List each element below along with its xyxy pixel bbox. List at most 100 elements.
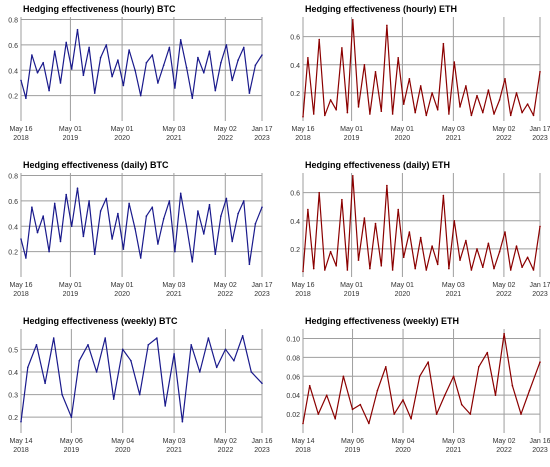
x-tick-year-label: 2020 xyxy=(115,447,131,454)
data-point xyxy=(380,265,383,267)
data-point xyxy=(539,225,541,228)
data-point xyxy=(139,257,142,259)
x-tick-year-label: 2019 xyxy=(64,447,80,454)
x-tick-label: May 02 xyxy=(214,126,237,133)
data-point xyxy=(99,210,102,212)
data-point xyxy=(391,113,394,115)
data-point xyxy=(70,416,73,419)
data-point xyxy=(151,54,154,56)
data-point xyxy=(391,269,394,271)
data-point xyxy=(48,89,50,92)
data-point xyxy=(341,47,343,49)
x-tick-year-label: 2020 xyxy=(395,291,411,298)
data-point xyxy=(53,202,56,205)
x-tick-year-label: 2019 xyxy=(63,291,79,298)
x-tick-year-label: 2022 xyxy=(218,447,234,454)
x-tick-label: May 14 xyxy=(292,438,315,445)
data-point xyxy=(460,403,463,406)
x-tick-year-label: 2020 xyxy=(395,135,411,142)
data-point xyxy=(418,375,421,378)
data-point xyxy=(231,79,233,82)
data-point xyxy=(237,59,239,61)
data-point xyxy=(59,82,62,84)
x-tick-label: May 14 xyxy=(10,438,33,445)
data-point xyxy=(65,193,67,196)
data-point xyxy=(470,269,473,271)
data-point xyxy=(526,103,529,105)
data-point xyxy=(465,239,467,242)
x-tick-label: May 02 xyxy=(214,438,237,445)
data-point xyxy=(374,222,377,225)
x-tick-label: May 01 xyxy=(340,126,363,133)
data-point xyxy=(185,66,188,69)
data-point xyxy=(156,337,158,339)
data-point xyxy=(459,106,461,108)
data-point xyxy=(197,210,199,212)
chart-panel-3: Hedging effectiveness (daily) BTC 0.2 0.4 0… xyxy=(8,160,272,298)
data-point xyxy=(65,41,67,44)
y-tick-label: 0.6 xyxy=(8,199,18,206)
y-tick-label: 0.2 xyxy=(8,250,18,257)
x-tick-year-label: 2019 xyxy=(345,447,361,454)
data-point xyxy=(493,113,495,115)
data-point xyxy=(139,94,142,97)
chart-panel-4: Hedging effectiveness (daily) ETH 0.2 0.4 0… xyxy=(290,160,550,298)
data-point xyxy=(425,114,428,117)
series-line-1 xyxy=(302,19,541,117)
data-point xyxy=(36,72,39,74)
data-point xyxy=(243,46,245,49)
data-point xyxy=(397,208,400,211)
data-point xyxy=(346,111,349,114)
data-point xyxy=(36,231,39,234)
data-point xyxy=(334,418,337,420)
y-tick-label: 0.4 xyxy=(290,219,300,226)
series-line-1 xyxy=(20,29,263,99)
chart-panel-1: Hedging effectiveness (hourly) BTC 0.2 0.4… xyxy=(8,4,272,142)
y-tick-label: 0.08 xyxy=(286,355,300,362)
x-tick-year-label: 2021 xyxy=(166,291,182,298)
data-point xyxy=(509,269,512,271)
data-point xyxy=(162,217,165,220)
x-tick-year-label: 2022 xyxy=(218,135,234,142)
y-tick-label: 0.5 xyxy=(8,347,18,354)
data-point xyxy=(526,256,529,259)
chart-title: Hedging effectiveness (daily) ETH xyxy=(305,160,450,170)
data-point xyxy=(99,56,102,59)
data-point xyxy=(465,85,467,87)
data-point xyxy=(214,253,217,255)
y-tick-label: 0.6 xyxy=(290,191,300,198)
data-point xyxy=(402,256,405,259)
data-point xyxy=(225,44,228,46)
data-point xyxy=(207,337,210,339)
data-point xyxy=(250,371,253,373)
data-point xyxy=(25,257,27,259)
data-point xyxy=(352,19,354,21)
x-tick-year-label: 2023 xyxy=(532,447,548,454)
y-tick-label: 0.2 xyxy=(290,91,300,98)
x-tick-label: May 16 xyxy=(10,126,33,133)
data-point xyxy=(414,267,417,270)
data-point xyxy=(53,50,56,52)
x-tick-label: May 03 xyxy=(162,282,185,289)
data-point xyxy=(453,61,456,63)
data-point xyxy=(122,248,125,250)
data-point xyxy=(335,109,338,111)
data-point xyxy=(470,114,473,117)
y-tick-label: 0.06 xyxy=(286,374,300,381)
chart-panel-5: Hedging effectiveness (weekly) BTC 0.2 0.3… xyxy=(8,316,272,454)
data-point xyxy=(173,353,175,355)
data-point xyxy=(128,49,130,51)
data-point xyxy=(317,413,320,415)
y-tick-label: 0.2 xyxy=(8,415,18,422)
data-point xyxy=(145,215,148,217)
data-point xyxy=(318,38,321,41)
data-point xyxy=(88,46,90,49)
y-tick-label: 0.02 xyxy=(286,412,300,419)
data-point xyxy=(357,259,360,261)
data-point xyxy=(419,236,422,239)
data-point xyxy=(117,59,119,61)
data-point xyxy=(122,84,125,87)
data-point xyxy=(134,69,136,72)
y-tick-label: 0.4 xyxy=(8,224,18,231)
